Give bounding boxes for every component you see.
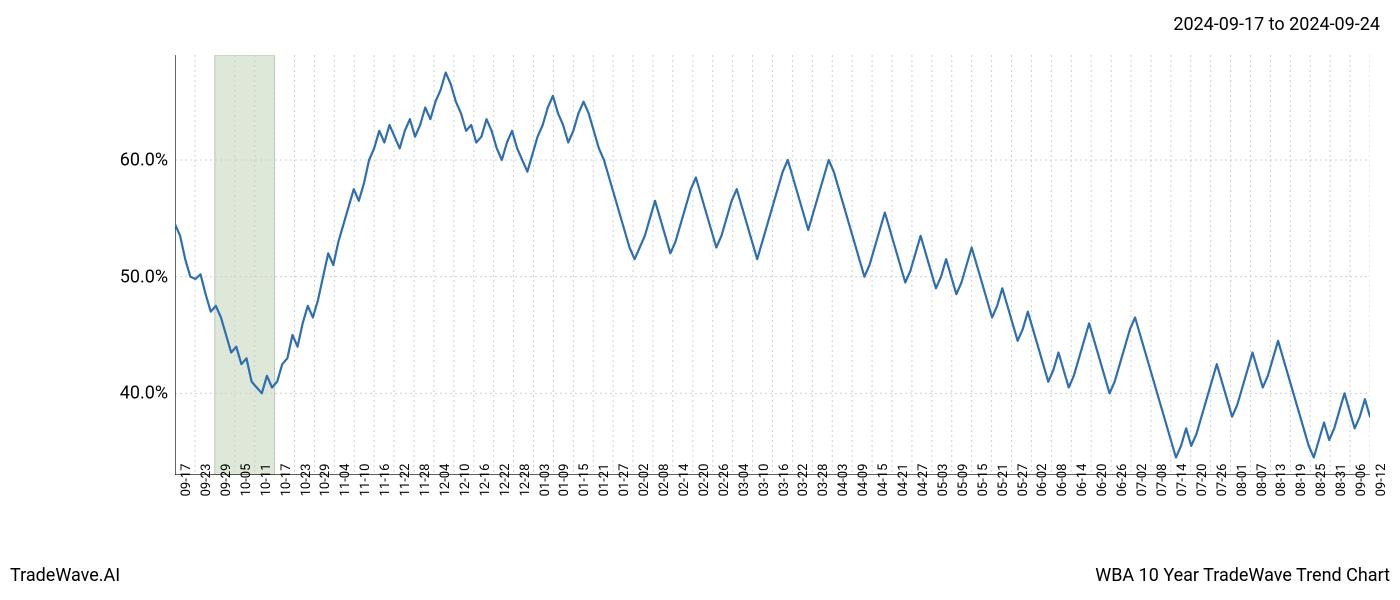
x-tick-label: 04-21: [896, 464, 911, 497]
x-tick-label: 01-09: [557, 464, 572, 497]
x-tick-label: 10-23: [299, 464, 314, 497]
x-tick-label: 12-04: [438, 464, 453, 497]
x-tick-label: 10-05: [239, 464, 254, 497]
x-tick-label: 02-02: [637, 464, 652, 497]
x-tick-label: 02-20: [697, 464, 712, 497]
x-tick-label: 03-28: [816, 464, 831, 497]
x-tick-label: 02-14: [677, 464, 692, 497]
x-tick-label: 09-17: [179, 464, 194, 497]
x-tick-label: 04-09: [856, 464, 871, 497]
x-tick-label: 07-08: [1155, 464, 1170, 497]
x-tick-label: 02-26: [717, 464, 732, 497]
x-tick-label: 01-21: [597, 464, 612, 497]
x-tick-label: 03-22: [796, 464, 811, 497]
x-tick-label: 03-04: [737, 464, 752, 497]
y-tick-label: 50.0%: [120, 266, 168, 287]
x-tick-label: 05-09: [956, 464, 971, 497]
x-tick-label: 09-12: [1374, 464, 1389, 497]
x-tick-label: 10-29: [318, 464, 333, 497]
x-tick-label: 11-10: [358, 464, 373, 497]
x-tick-label: 01-03: [538, 464, 553, 497]
x-tick-label: 07-02: [1135, 464, 1150, 497]
x-tick-label: 06-14: [1075, 464, 1090, 497]
x-tick-label: 03-10: [757, 464, 772, 497]
x-tick-label: 09-06: [1354, 464, 1369, 497]
x-tick-label: 04-15: [876, 464, 891, 497]
x-tick-label: 08-31: [1334, 464, 1349, 497]
x-tick-label: 06-02: [1035, 464, 1050, 497]
x-tick-label: 07-20: [1195, 464, 1210, 497]
y-tick-label: 60.0%: [120, 150, 168, 171]
x-tick-label: 05-03: [936, 464, 951, 497]
x-tick-label: 11-22: [398, 464, 413, 497]
x-tick-label: 06-08: [1055, 464, 1070, 497]
x-tick-label: 04-03: [836, 464, 851, 497]
x-tick-label: 08-19: [1294, 464, 1309, 497]
x-tick-label: 08-25: [1314, 464, 1329, 497]
chart-title: WBA 10 Year TradeWave Trend Chart: [1095, 565, 1390, 586]
x-tick-label: 10-11: [259, 464, 274, 497]
x-tick-label: 12-10: [458, 464, 473, 497]
x-tick-label: 12-28: [518, 464, 533, 497]
x-tick-label: 04-27: [916, 464, 931, 497]
x-tick-label: 03-16: [777, 464, 792, 497]
brand-label: TradeWave.AI: [10, 565, 120, 586]
x-tick-label: 01-15: [577, 464, 592, 497]
x-tick-label: 01-27: [617, 464, 632, 497]
x-tick-label: 07-14: [1175, 464, 1190, 497]
x-tick-label: 11-04: [338, 464, 353, 497]
x-tick-label: 08-01: [1235, 464, 1250, 497]
x-tick-label: 05-27: [1016, 464, 1031, 497]
x-tick-label: 09-29: [219, 464, 234, 497]
x-tick-label: 10-17: [279, 464, 294, 497]
chart-svg: [175, 55, 1370, 475]
x-tick-label: 12-22: [498, 464, 513, 497]
x-tick-label: 08-07: [1255, 464, 1270, 497]
x-tick-label: 09-23: [199, 464, 214, 497]
y-tick-label: 40.0%: [120, 383, 168, 404]
x-tick-label: 06-26: [1115, 464, 1130, 497]
x-tick-label: 05-21: [996, 464, 1011, 497]
date-range-label: 2024-09-17 to 2024-09-24: [1173, 14, 1380, 35]
x-tick-label: 07-26: [1215, 464, 1230, 497]
x-tick-label: 05-15: [976, 464, 991, 497]
x-tick-label: 11-28: [418, 464, 433, 497]
x-tick-label: 06-20: [1095, 464, 1110, 497]
x-tick-label: 11-16: [378, 464, 393, 497]
trend-chart: [175, 55, 1370, 475]
x-tick-label: 12-16: [478, 464, 493, 497]
x-tick-label: 08-13: [1274, 464, 1289, 497]
x-tick-label: 02-08: [657, 464, 672, 497]
